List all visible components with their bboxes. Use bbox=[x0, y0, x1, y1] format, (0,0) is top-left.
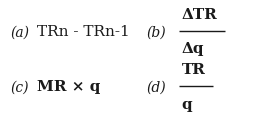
Text: (a): (a) bbox=[11, 25, 30, 39]
Text: ΔTR: ΔTR bbox=[182, 8, 217, 22]
Text: q: q bbox=[182, 97, 192, 111]
Text: MR × q: MR × q bbox=[37, 80, 101, 94]
Text: (c): (c) bbox=[11, 80, 29, 94]
Text: (b): (b) bbox=[147, 25, 167, 39]
Text: TRn - TRn-1: TRn - TRn-1 bbox=[37, 25, 130, 39]
Text: (d): (d) bbox=[147, 80, 167, 94]
Text: Δq: Δq bbox=[182, 42, 204, 56]
Text: TR: TR bbox=[182, 63, 205, 76]
